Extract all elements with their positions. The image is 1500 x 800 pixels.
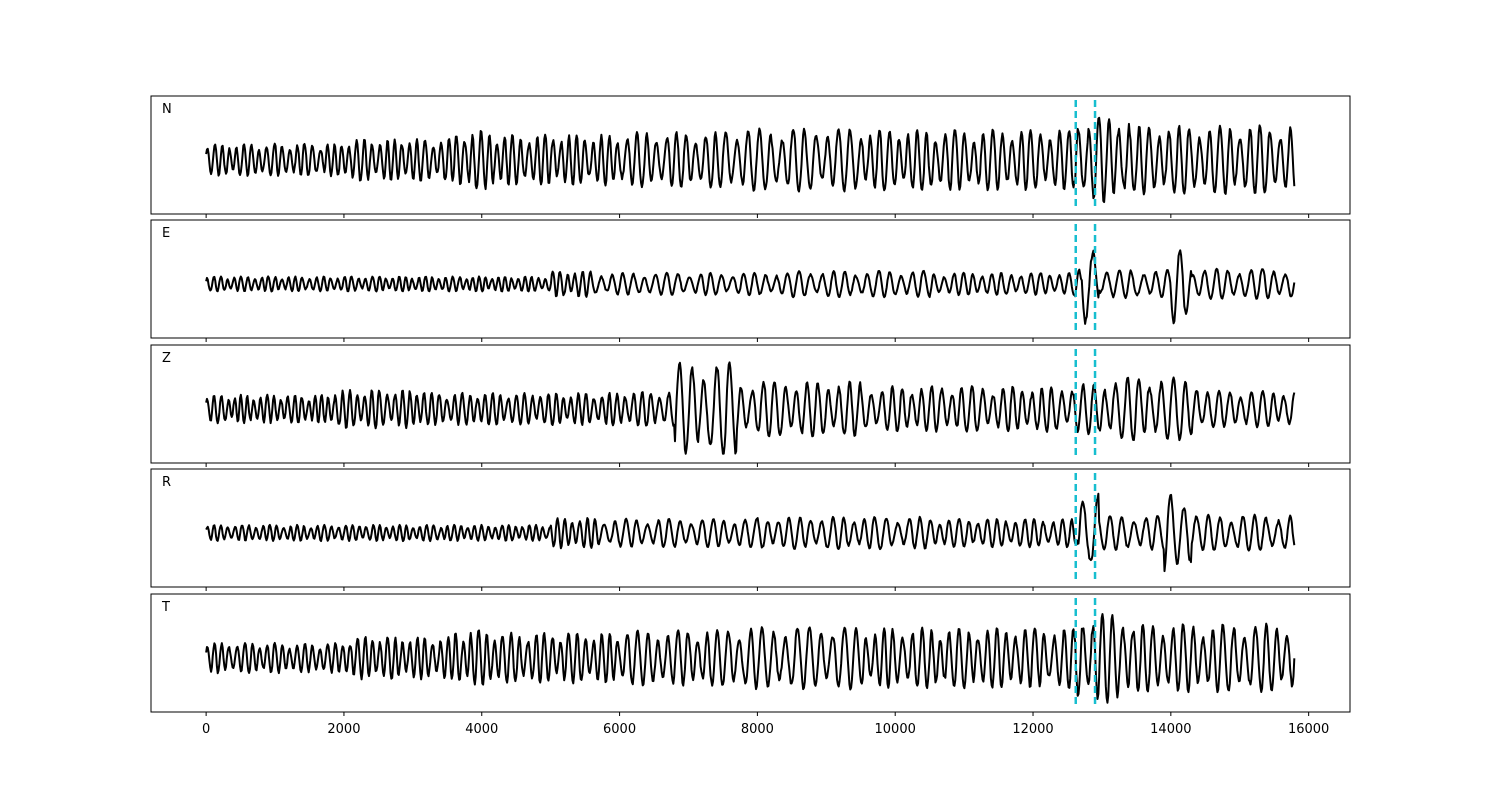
panel-label: E xyxy=(162,226,170,241)
panel-t: T xyxy=(150,593,1351,716)
trace-r xyxy=(205,492,1296,573)
panel-frame xyxy=(150,344,1351,464)
x-tick-label: 14000 xyxy=(1150,722,1191,737)
panel-frame xyxy=(150,468,1351,588)
trace-z xyxy=(205,361,1296,455)
panel-label: T xyxy=(161,600,170,615)
x-axis: 0 2000 4000 6000 8000 10000 12000 14000 16000 xyxy=(202,722,1329,737)
x-tick-label: 10000 xyxy=(875,722,916,737)
x-tick-label: 0 xyxy=(202,722,210,737)
x-tick-label: 8000 xyxy=(741,722,774,737)
panel-frame xyxy=(150,219,1351,339)
panel-e: E xyxy=(150,219,1351,342)
panel-label: R xyxy=(162,475,171,490)
panel-label: N xyxy=(162,102,172,117)
x-tick-label: 16000 xyxy=(1288,722,1329,737)
panel-frame xyxy=(150,593,1351,713)
panel-n: N xyxy=(150,95,1351,218)
x-tick-label: 4000 xyxy=(465,722,498,737)
panel-z: Z xyxy=(150,344,1351,467)
x-tick-label: 2000 xyxy=(327,722,360,737)
trace-t xyxy=(205,613,1296,704)
x-tick-label: 6000 xyxy=(603,722,636,737)
panel-frame xyxy=(150,95,1351,215)
panels-group: N E Z R T xyxy=(150,95,1351,716)
x-tick-label: 12000 xyxy=(1012,722,1053,737)
panel-r: R xyxy=(150,468,1351,591)
panel-label: Z xyxy=(162,351,171,366)
trace-e xyxy=(205,249,1296,325)
trace-n xyxy=(205,116,1296,204)
